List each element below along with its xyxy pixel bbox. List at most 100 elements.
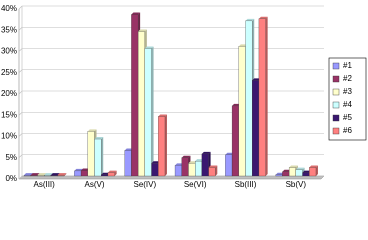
y-tick-label: 25%	[1, 68, 17, 77]
bar	[282, 171, 290, 177]
bar-side	[164, 114, 167, 176]
bar	[151, 163, 159, 177]
bar-top	[94, 137, 104, 140]
bar	[275, 174, 283, 177]
x-tick-label: Se(IV)	[133, 180, 156, 189]
bar-top	[295, 167, 305, 170]
bar-top	[81, 168, 90, 171]
bar-top	[309, 165, 318, 168]
y-tick-label: 40%	[1, 4, 17, 13]
bar	[57, 174, 65, 177]
bar-top	[74, 168, 84, 171]
bar	[238, 46, 246, 177]
bar	[258, 18, 266, 177]
bar	[137, 31, 145, 177]
bar	[107, 172, 115, 177]
bar-side	[64, 173, 67, 176]
bar	[195, 160, 203, 177]
bar-top	[37, 173, 47, 176]
bar-top	[289, 165, 298, 168]
bar	[87, 131, 95, 177]
bar	[302, 172, 310, 177]
bar	[37, 174, 45, 177]
bar	[131, 14, 139, 177]
bar	[94, 138, 102, 177]
bar-top	[252, 78, 261, 81]
grid-line	[18, 133, 324, 137]
bar	[80, 170, 88, 177]
bar-top	[101, 172, 110, 175]
bar-top	[24, 173, 33, 176]
bar	[44, 174, 52, 177]
legend-label: #4	[343, 100, 352, 109]
x-tick-label: Sb(III)	[235, 180, 257, 189]
bar-top	[175, 163, 184, 166]
bar	[245, 20, 253, 177]
x-tick-label: Sb(V)	[286, 180, 307, 189]
bar-top	[275, 172, 285, 175]
bar	[124, 150, 132, 177]
grid-line	[18, 48, 324, 52]
legend-label: #3	[343, 87, 352, 96]
bar-top	[188, 161, 198, 164]
y-tick-label: 5%	[5, 153, 17, 162]
bar-side	[101, 137, 104, 176]
bar-top	[124, 148, 134, 151]
bar-top	[138, 29, 147, 32]
bar-top	[144, 46, 154, 49]
bar-side	[315, 165, 318, 176]
floor	[18, 175, 325, 180]
y-tick-label: 30%	[1, 47, 17, 56]
bar-top	[50, 173, 60, 176]
bar	[225, 154, 233, 177]
bar-top	[238, 44, 248, 47]
bar-top	[245, 18, 255, 21]
bar-top	[44, 173, 53, 176]
legend-label: #5	[343, 113, 352, 122]
bar-top	[208, 165, 218, 168]
bar-side	[114, 170, 117, 176]
bar-top	[225, 152, 235, 155]
legend-swatch	[332, 62, 340, 70]
legend-swatch	[332, 127, 340, 135]
bar-top	[258, 16, 268, 19]
bar	[252, 80, 260, 177]
y-tick-label: 15%	[1, 110, 17, 119]
grid-line	[18, 69, 324, 73]
bar	[231, 105, 239, 177]
page: {"chart_data": {"type": "bar", "categori…	[0, 4, 367, 189]
y-tick-label: 0%	[5, 174, 17, 183]
legend-label: #1	[343, 61, 352, 70]
bar	[158, 116, 166, 177]
chart: 0% 5% 10% 15% 20% 25% 30% 35% 40% As(III) As(V) Se(…	[1, 4, 367, 189]
legend-label: #2	[343, 74, 352, 83]
y-tick-label: 35%	[1, 25, 17, 34]
legend-box	[328, 57, 367, 141]
bar	[144, 48, 152, 177]
grid-line	[18, 154, 324, 158]
legend-label: #6	[343, 126, 352, 135]
grid-line	[18, 111, 324, 116]
grid-line	[18, 90, 324, 95]
bar-top	[232, 103, 241, 106]
bar-top	[282, 169, 292, 172]
bar	[288, 167, 296, 177]
bar	[181, 157, 189, 177]
y-tick-label: 20%	[1, 89, 17, 98]
legend-swatch	[332, 75, 340, 83]
grid-line	[18, 175, 324, 180]
legend-swatch	[332, 88, 340, 96]
bar	[30, 174, 38, 177]
bar	[188, 163, 196, 177]
bar-top	[302, 170, 312, 173]
bar-top	[87, 129, 97, 132]
bar	[309, 167, 317, 177]
legend-swatch	[332, 101, 340, 109]
bar-top	[131, 12, 141, 15]
bar	[174, 165, 182, 177]
x-tick-label: As(III)	[33, 180, 55, 189]
bar-top	[201, 151, 211, 154]
bar	[208, 167, 216, 177]
grid-line	[18, 26, 324, 31]
bar-top	[195, 159, 204, 162]
